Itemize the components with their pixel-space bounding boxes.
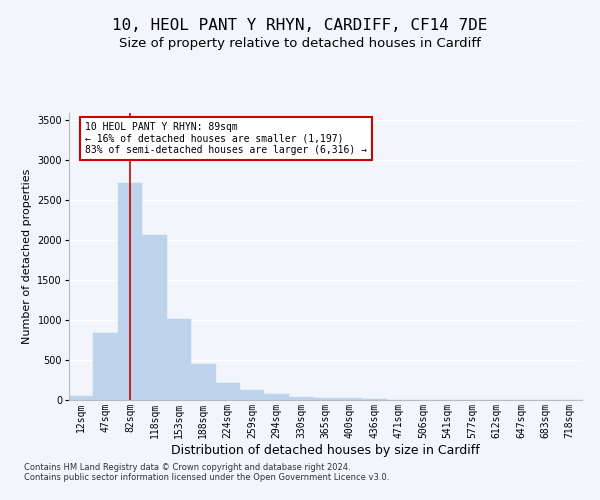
X-axis label: Distribution of detached houses by size in Cardiff: Distribution of detached houses by size … — [171, 444, 480, 456]
Bar — [167, 320, 191, 400]
Bar — [313, 398, 338, 400]
Bar — [215, 383, 240, 400]
Text: Size of property relative to detached houses in Cardiff: Size of property relative to detached ho… — [119, 38, 481, 51]
Bar — [191, 364, 215, 400]
Text: 10 HEOL PANT Y RHYN: 89sqm
← 16% of detached houses are smaller (1,197)
83% of s: 10 HEOL PANT Y RHYN: 89sqm ← 16% of deta… — [85, 122, 367, 156]
Bar — [118, 183, 142, 400]
Bar — [142, 236, 167, 400]
Bar — [69, 396, 94, 400]
Bar — [240, 390, 265, 400]
Text: Contains HM Land Registry data © Crown copyright and database right 2024.
Contai: Contains HM Land Registry data © Crown c… — [24, 462, 389, 482]
Bar — [94, 333, 118, 400]
Bar — [265, 394, 289, 400]
Bar — [362, 399, 386, 400]
Text: 10, HEOL PANT Y RHYN, CARDIFF, CF14 7DE: 10, HEOL PANT Y RHYN, CARDIFF, CF14 7DE — [112, 18, 488, 32]
Y-axis label: Number of detached properties: Number of detached properties — [22, 168, 32, 344]
Bar — [338, 398, 362, 400]
Bar — [289, 397, 313, 400]
